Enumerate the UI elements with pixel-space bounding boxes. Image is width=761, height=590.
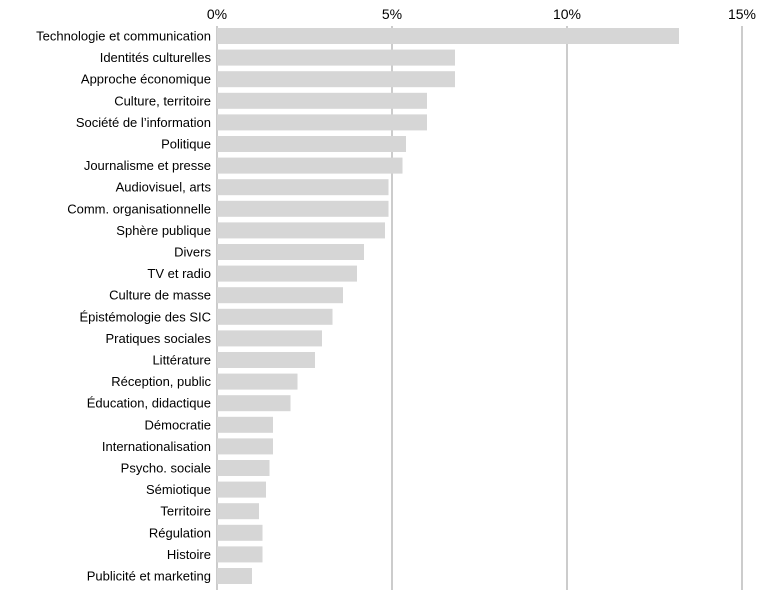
x-tick-label: 10%: [553, 6, 581, 22]
category-label: Comm. organisationnelle: [67, 201, 211, 216]
x-tick-label: 5%: [382, 6, 402, 22]
category-label: Régulation: [149, 525, 211, 540]
bar: [217, 157, 403, 174]
bar: [217, 373, 298, 390]
bar: [217, 568, 252, 584]
category-label: TV et radio: [147, 266, 211, 281]
category-labels: Technologie et communication Identités cu…: [36, 29, 211, 584]
bar: [217, 265, 357, 282]
bar: [217, 222, 385, 239]
bar: [217, 546, 263, 563]
bar: [217, 460, 270, 476]
category-label: Internationalisation: [102, 439, 211, 454]
category-label: Psycho. sociale: [121, 461, 211, 476]
bars: [217, 28, 679, 584]
category-label: Société de l’information: [76, 115, 211, 130]
bar: [217, 92, 427, 109]
bar: [217, 308, 333, 325]
x-tick-label: 0%: [207, 6, 227, 22]
bar: [217, 179, 389, 196]
category-label: Culture de masse: [109, 288, 211, 303]
x-axis-ticks: 0% 5% 10% 15%: [207, 6, 756, 22]
category-label: Territoire: [160, 504, 211, 519]
bar: [217, 481, 266, 498]
bar: [217, 524, 263, 541]
category-label: Épistémologie des SIC: [79, 309, 211, 324]
category-label: Publicité et marketing: [87, 569, 211, 584]
category-label: Démocratie: [145, 417, 211, 432]
category-label: Approche économique: [81, 72, 211, 87]
category-label: Identités culturelles: [100, 50, 212, 65]
category-label: Littérature: [152, 353, 211, 368]
bar: [217, 71, 455, 88]
bar: [217, 438, 273, 455]
bar: [217, 287, 343, 304]
category-label: Journalisme et presse: [84, 158, 211, 173]
bar: [217, 200, 389, 217]
category-label: Culture, territoire: [114, 93, 211, 108]
category-label: Pratiques sociales: [106, 331, 212, 346]
category-label: Éducation, didactique: [87, 396, 211, 411]
bar: [217, 28, 679, 44]
category-label: Sémiotique: [146, 482, 211, 497]
category-label: Audiovisuel, arts: [116, 180, 212, 195]
bar: [217, 136, 406, 152]
bar: [217, 395, 291, 412]
bar: [217, 352, 315, 368]
gridlines: [216, 26, 743, 590]
category-label: Réception, public: [111, 374, 211, 389]
category-label: Technologie et communication: [36, 29, 211, 44]
bar: [217, 49, 455, 66]
category-label: Sphère publique: [116, 223, 211, 238]
bar: [217, 330, 322, 347]
bar: [217, 244, 364, 260]
category-label: Histoire: [167, 547, 211, 562]
bar: [217, 114, 427, 131]
category-label: Politique: [161, 137, 211, 152]
category-label: Divers: [174, 245, 211, 260]
bar: [217, 503, 259, 520]
bar: [217, 416, 273, 433]
x-tick-label: 15%: [728, 6, 756, 22]
